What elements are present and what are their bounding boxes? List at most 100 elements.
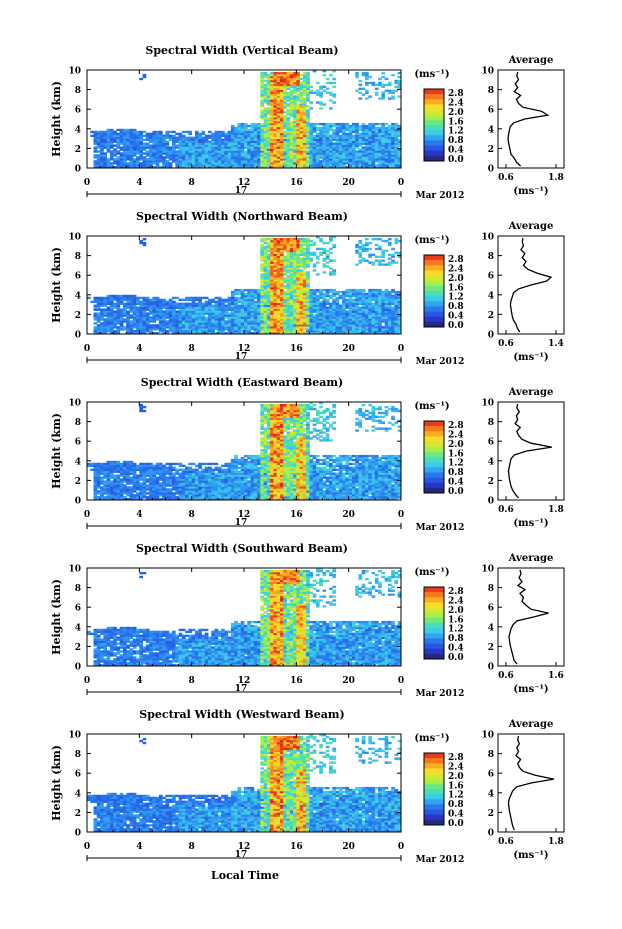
heatmap-cell [250, 138, 255, 141]
heatmap-cell [221, 142, 225, 145]
heatmap-cell [342, 132, 346, 136]
heatmap-cell [279, 107, 284, 110]
heatmap-cell [221, 154, 225, 157]
heatmap-cell [168, 130, 173, 134]
heatmap-cell [168, 150, 173, 153]
heatmap-cell [378, 288, 382, 292]
heatmap-cell [394, 150, 399, 153]
heatmap-cell [351, 134, 356, 138]
heatmap-cell [302, 166, 307, 169]
heatmap-cell [361, 146, 366, 149]
heatmap-cell [358, 132, 363, 136]
heatmap-cell [211, 298, 215, 302]
heatmap-cell [185, 154, 189, 157]
heatmap-cell [211, 134, 215, 138]
heatmap-cell [201, 148, 206, 151]
heatmap-cell [126, 294, 130, 298]
heatmap-cell [250, 128, 255, 132]
heatmap-cell [361, 164, 366, 167]
heatmap-cell [368, 164, 372, 167]
heatmap-cell [126, 310, 130, 313]
heatmap-cell [96, 142, 101, 145]
heatmap-cell [106, 160, 111, 163]
heatmap-cell [322, 73, 327, 77]
heatmap-cell [309, 158, 314, 161]
heatmap-cell [230, 166, 235, 169]
heatmap-cell [270, 79, 274, 83]
heatmap-cell [113, 144, 117, 147]
heatmap-cell [361, 122, 366, 126]
heatmap-cell [289, 146, 294, 149]
heatmap-cell [260, 273, 265, 276]
heatmap-cell [188, 302, 193, 305]
heatmap-cell [247, 138, 251, 141]
heatmap-cell [126, 158, 130, 161]
heatmap-cell [355, 150, 359, 153]
heatmap-cell [132, 132, 137, 136]
heatmap-cell [214, 138, 219, 141]
heatmap-cell [273, 164, 278, 167]
heatmap-cell [358, 259, 363, 262]
heatmap-cell [283, 166, 287, 169]
heatmap-cell [296, 138, 300, 141]
heatmap-cell [299, 146, 304, 149]
heatmap-cell [214, 132, 219, 136]
heatmap-cell [155, 146, 160, 149]
heatmap-cell [306, 120, 310, 124]
heatmap-cell [312, 122, 317, 126]
heatmap-cell [185, 296, 189, 300]
heatmap-cell [266, 97, 271, 100]
heatmap-cell [168, 148, 173, 151]
heatmap-cell [315, 140, 320, 143]
heatmap-cell [312, 128, 317, 132]
heatmap-cell [368, 81, 372, 85]
heatmap-cell [279, 154, 284, 157]
heatmap-cell [286, 144, 291, 147]
heatmap-cell [378, 142, 382, 145]
heatmap-cell [381, 166, 386, 169]
heatmap-cell [158, 158, 163, 161]
heatmap-cell [381, 132, 386, 136]
heatmap-cell [322, 89, 327, 92]
heatmap-cell [338, 144, 343, 147]
heatmap-cell [306, 117, 310, 120]
heatmap-cell [211, 158, 215, 161]
heatmap-cell [240, 146, 245, 149]
heatmap-cell [103, 138, 108, 141]
heatmap-cell [191, 140, 196, 143]
heatmap-cell [351, 288, 356, 292]
heatmap-cell [113, 132, 117, 136]
heatmap-cell [198, 296, 202, 300]
heatmap-cell [273, 140, 278, 143]
heatmap-cell [227, 146, 232, 149]
heatmap-cell [299, 93, 304, 96]
heatmap-cell [342, 154, 346, 157]
heatmap-cell [387, 83, 392, 87]
heatmap-cell [322, 152, 327, 155]
heatmap-cell [306, 83, 310, 87]
heatmap-cell [374, 154, 379, 157]
heatmap-cell [234, 296, 238, 300]
heatmap-cell [384, 128, 389, 132]
heatmap-cell [273, 71, 278, 75]
heatmap-cell [230, 162, 235, 165]
heatmap-cell [273, 107, 278, 110]
heatmap-cell [270, 146, 274, 149]
heatmap-cell [351, 160, 356, 163]
heatmap-cell [276, 95, 281, 98]
heatmap-cell [283, 120, 287, 124]
heatmap-cell [93, 154, 98, 157]
heatmap-cell [273, 136, 278, 139]
heatmap-cell [116, 138, 121, 141]
heatmap-cell [338, 158, 343, 161]
heatmap-cell [325, 126, 330, 130]
heatmap-cell [139, 239, 143, 243]
heatmap-cell [230, 136, 235, 139]
heatmap-cell [145, 138, 150, 141]
heatmap-cell [391, 288, 395, 292]
heatmap-cell [319, 130, 323, 134]
heatmap-cell [122, 132, 127, 136]
heatmap-cell [348, 288, 353, 292]
heatmap-cell [260, 263, 265, 266]
heatmap-cell [162, 150, 166, 153]
